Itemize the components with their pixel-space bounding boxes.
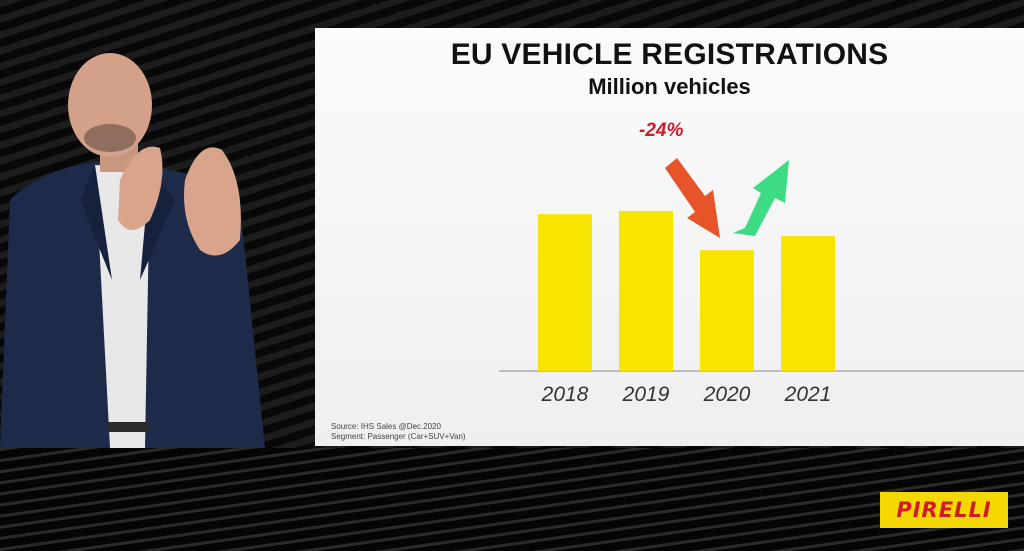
bar-2019 xyxy=(619,211,673,371)
x-tick-label: 2021 xyxy=(784,383,832,406)
bar-2018 xyxy=(538,214,592,371)
down-arrow-icon xyxy=(665,158,720,238)
pirelli-logo: PIRELLI xyxy=(880,492,1008,528)
x-tick-label: 2019 xyxy=(622,383,670,406)
slide-title: EU VEHICLE REGISTRATIONS xyxy=(450,38,889,71)
change-percent-label: -24% xyxy=(639,120,684,141)
up-arrow-icon xyxy=(733,160,789,236)
logo-text: PIRELLI xyxy=(896,498,992,522)
source-line: Source: IHS Sales @Dec.2020 xyxy=(331,422,441,431)
x-tick-label: 2020 xyxy=(703,383,751,406)
bar-2021 xyxy=(781,236,835,371)
presenter xyxy=(0,30,300,448)
slide-subtitle: Million vehicles xyxy=(588,74,751,99)
stage-floor xyxy=(0,448,1024,551)
source-note: Source: IHS Sales @Dec.2020 Segment: Pas… xyxy=(331,422,466,442)
x-tick-label: 2018 xyxy=(541,383,589,406)
bar-chart: 2018 2019 2020 2021 xyxy=(499,158,1024,406)
segment-line: Segment: Passenger (Car+SUV+Van) xyxy=(331,432,466,441)
presentation-slide: EU VEHICLE REGISTRATIONS Million vehicle… xyxy=(315,28,1024,446)
bar-2020 xyxy=(700,250,754,371)
